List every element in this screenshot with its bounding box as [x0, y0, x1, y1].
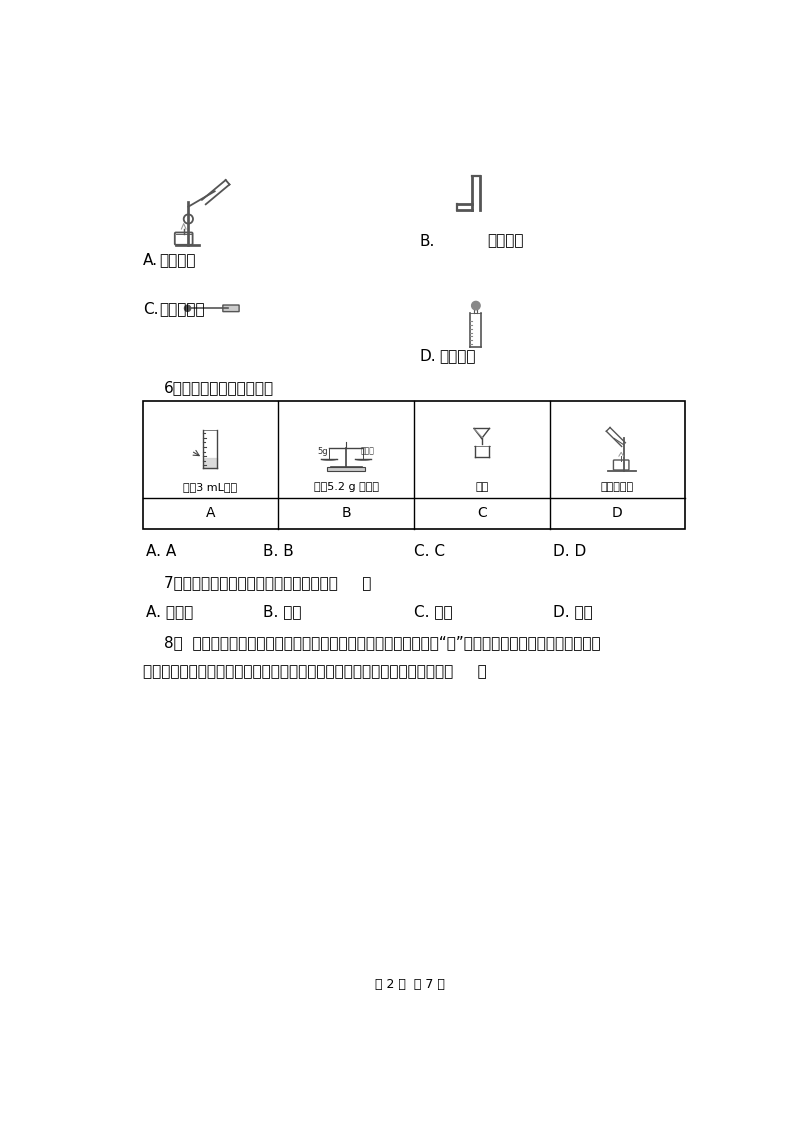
- Text: D: D: [612, 506, 622, 520]
- FancyBboxPatch shape: [327, 468, 365, 471]
- Text: A.: A.: [142, 252, 158, 268]
- Text: D. 坟埚: D. 坟埚: [554, 604, 593, 619]
- Text: 量南3 mL液体: 量南3 mL液体: [183, 482, 238, 492]
- Text: 仔细观察过雪花的形状呢。它没有两片完全相同的，下列有关说法正确的是（     ）: 仔细观察过雪花的形状呢。它没有两片完全相同的，下列有关说法正确的是（ ）: [142, 664, 486, 679]
- Text: B: B: [342, 506, 351, 520]
- Text: B. 试管: B. 试管: [262, 604, 302, 619]
- FancyBboxPatch shape: [614, 460, 629, 470]
- Text: 滴加液体: 滴加液体: [439, 349, 476, 365]
- Text: B. B: B. B: [262, 544, 294, 559]
- FancyBboxPatch shape: [223, 305, 239, 311]
- Text: A. A: A. A: [146, 544, 177, 559]
- Circle shape: [185, 306, 190, 311]
- Text: 过滤: 过滤: [475, 482, 488, 492]
- Text: 6．下列实验操作正确的是: 6．下列实验操作正确的是: [164, 380, 274, 395]
- Text: C. 烧杯: C. 烧杯: [414, 604, 453, 619]
- Text: D. D: D. D: [554, 544, 586, 559]
- Text: 5g: 5g: [318, 447, 328, 456]
- Text: A. 蒸发皿: A. 蒸发皿: [146, 604, 194, 619]
- Text: 第 2 页  共 7 页: 第 2 页 共 7 页: [375, 978, 445, 990]
- Text: 8．  我们东北的美在于它寒冷中的火热，而当之无愧的主角自然是“雪”了。你在欣赏美丽的雪景时，是否: 8． 我们东北的美在于它寒冷中的火热，而当之无愧的主角自然是“雪”了。你在欣赏美…: [164, 635, 601, 650]
- Text: D.: D.: [419, 349, 436, 365]
- Text: 加固体粉末: 加固体粉末: [160, 302, 206, 317]
- Text: 给液体加热: 给液体加热: [601, 482, 634, 492]
- Text: C.: C.: [142, 302, 158, 317]
- Text: C. C: C. C: [414, 544, 445, 559]
- FancyBboxPatch shape: [174, 232, 193, 245]
- Text: A: A: [206, 506, 215, 520]
- Text: 氧化铜: 氧化铜: [361, 446, 374, 455]
- Circle shape: [472, 301, 480, 310]
- Text: 收集气体: 收集气体: [487, 233, 524, 249]
- Bar: [142, 401, 685, 529]
- Text: 加热液体: 加热液体: [160, 252, 196, 268]
- Text: 称量5.2 g 氧化铜: 称量5.2 g 氧化铜: [314, 482, 378, 492]
- Text: C: C: [477, 506, 486, 520]
- Text: B.: B.: [419, 233, 434, 249]
- Text: 7．能直接在酒精灯上加热的玻璃仪器是（     ）: 7．能直接在酒精灯上加热的玻璃仪器是（ ）: [164, 575, 372, 590]
